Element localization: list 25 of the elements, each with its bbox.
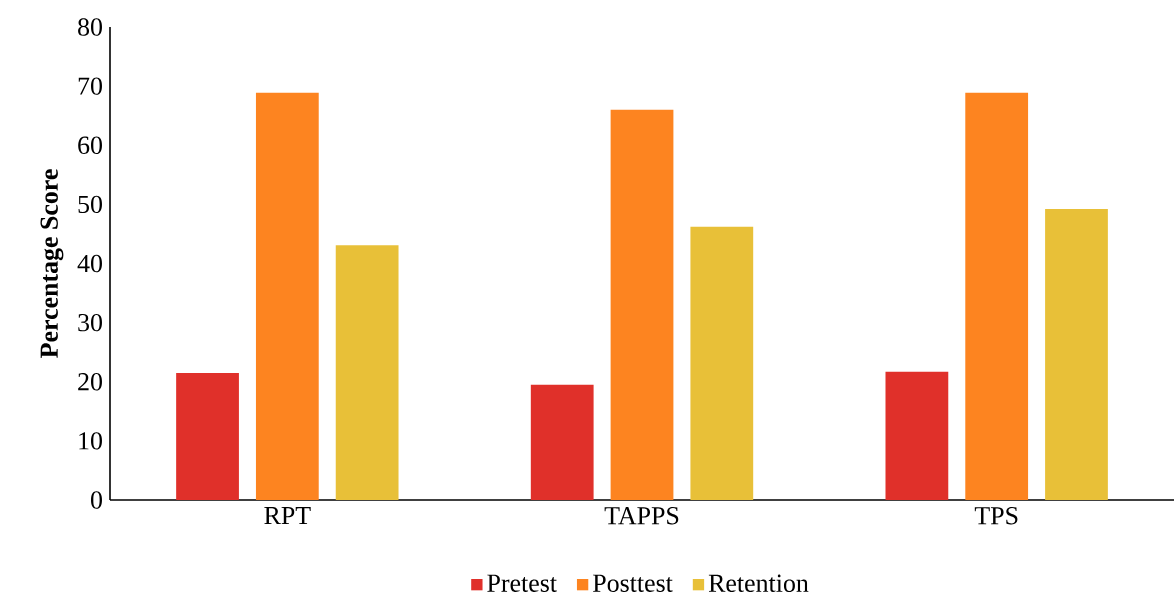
y-tick-label: 80 xyxy=(78,18,102,36)
y-tick-label: 50 xyxy=(78,195,102,214)
y-tick-label: 60 xyxy=(78,136,102,154)
y-tick-label: 0 xyxy=(91,491,102,509)
y-tick-label: 10 xyxy=(79,432,102,450)
bar xyxy=(885,371,949,500)
bar xyxy=(176,372,239,500)
legend-label: Pretest xyxy=(487,574,557,592)
y-tick-label: 40 xyxy=(77,254,102,273)
y-tick-label: 20 xyxy=(78,373,102,391)
bar xyxy=(965,92,1029,500)
y-axis-title: Percentage Score xyxy=(40,169,64,358)
x-tick-label: TAPPS xyxy=(604,507,679,525)
y-tick-label: 70 xyxy=(78,77,102,95)
bar xyxy=(335,245,399,500)
bar xyxy=(255,92,319,500)
bar xyxy=(1045,209,1108,500)
bar xyxy=(610,109,674,500)
legend-label: Posttest xyxy=(593,574,673,592)
legend-label: Retention xyxy=(708,574,809,592)
x-tick-label: TPS xyxy=(974,507,1018,525)
x-tick-label: RPT xyxy=(264,507,311,524)
bar xyxy=(690,226,754,500)
bar xyxy=(530,384,594,500)
y-tick-label: 30 xyxy=(78,313,102,332)
